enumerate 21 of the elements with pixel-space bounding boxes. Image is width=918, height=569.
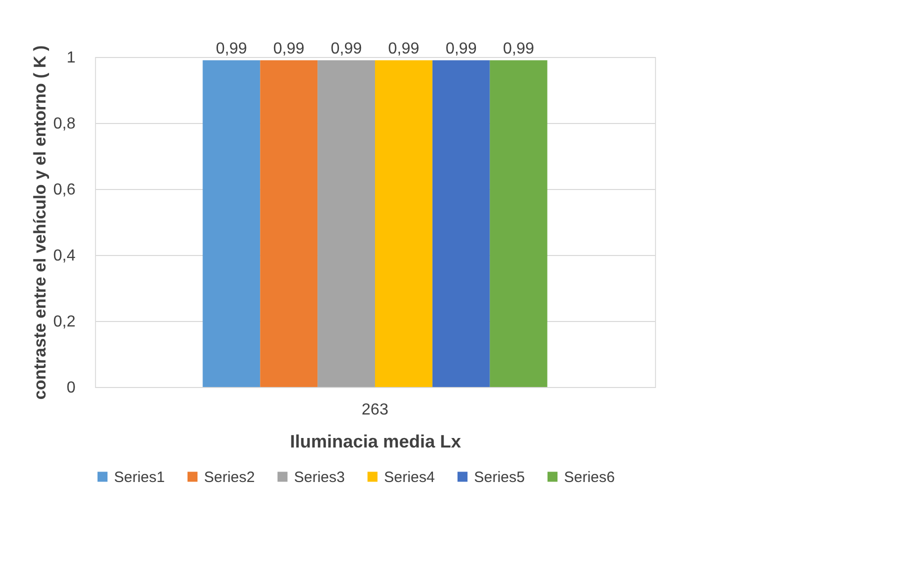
legend-label: Series4: [384, 468, 435, 486]
y-tick-label: 0,6: [53, 182, 76, 198]
legend-label: Series5: [474, 468, 525, 486]
data-label: 0,99: [216, 40, 248, 58]
legend-label: Series3: [294, 468, 345, 486]
data-label: 0,99: [330, 40, 362, 58]
legend-label: Series6: [564, 468, 615, 486]
y-tick-label: 1: [66, 50, 76, 66]
y-tick-label: 0: [66, 380, 76, 396]
legend-label: Series2: [204, 468, 255, 486]
y-tick-label: 0,8: [53, 116, 76, 132]
data-label: 0,99: [273, 40, 305, 58]
data-label: 0,99: [503, 40, 534, 58]
y-tick-label: 0,2: [53, 314, 76, 330]
data-label: 0,99: [388, 40, 420, 58]
y-axis-title: contraste entre el vehículo y el entorno ( K ): [30, 45, 50, 400]
data-label: 0,99: [446, 40, 477, 58]
x-axis-title: Iluminacia media Lx: [290, 432, 462, 452]
y-tick-label: 0,4: [53, 248, 76, 264]
x-tick-label: 263: [362, 402, 388, 418]
legend-label: Series1: [114, 468, 165, 486]
